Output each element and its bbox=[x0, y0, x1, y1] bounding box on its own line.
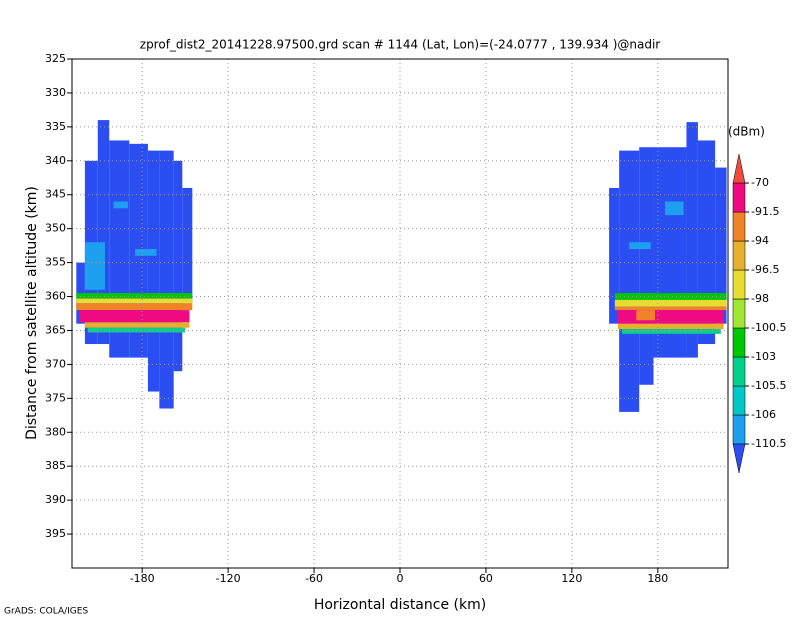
colorbar-label: -103 bbox=[751, 350, 776, 363]
chart-title: zprof_dist2_20141228.97500.grd scan # 11… bbox=[140, 38, 661, 52]
colorbar-high bbox=[732, 153, 746, 184]
cell bbox=[97, 120, 110, 345]
colorbar-low bbox=[732, 443, 746, 474]
cell bbox=[147, 150, 160, 392]
cell bbox=[76, 293, 193, 299]
colorbar-label: -106 bbox=[751, 408, 776, 421]
y-tick-label: 325 bbox=[45, 52, 66, 65]
colorbar-segment bbox=[732, 385, 746, 416]
colorbar-segment bbox=[732, 269, 746, 300]
colorbar-label: -96.5 bbox=[751, 263, 779, 276]
colorbar-label: (dBm) bbox=[728, 125, 765, 139]
y-tick-label: 335 bbox=[45, 120, 66, 133]
cell bbox=[617, 323, 724, 330]
y-tick-label: 390 bbox=[45, 493, 66, 506]
plot-area bbox=[76, 120, 727, 412]
y-tick-label: 355 bbox=[45, 256, 66, 269]
y-tick-label: 350 bbox=[45, 222, 66, 235]
y-tick-label: 375 bbox=[45, 391, 66, 404]
colorbar-label: -98 bbox=[751, 292, 769, 305]
x-tick-label: 180 bbox=[647, 572, 668, 585]
cell bbox=[686, 122, 698, 358]
cell bbox=[84, 322, 190, 328]
plot-frame bbox=[71, 58, 729, 569]
colorbar-segment bbox=[732, 414, 746, 445]
x-tick-label: -180 bbox=[130, 572, 155, 585]
cell bbox=[617, 310, 724, 324]
y-tick-label: 330 bbox=[45, 86, 66, 99]
cell bbox=[614, 299, 727, 307]
cell bbox=[715, 167, 727, 324]
cell bbox=[135, 249, 157, 256]
cell bbox=[159, 150, 174, 409]
colorbar-segment bbox=[732, 182, 746, 213]
x-tick-label: -120 bbox=[216, 572, 241, 585]
cell bbox=[614, 293, 727, 300]
y-axis-label: Distance from satellite altitude (km) bbox=[24, 186, 40, 440]
y-tick-label: 380 bbox=[45, 425, 66, 438]
axes: -180 -120 -60 0 60 120 180 325 330 335 340 345 350 35… bbox=[45, 52, 728, 585]
colorbar-segment bbox=[732, 327, 746, 358]
y-tick-label: 345 bbox=[45, 188, 66, 201]
cell bbox=[84, 242, 105, 290]
colorbar-segment bbox=[732, 298, 746, 329]
cell bbox=[639, 147, 654, 385]
cell bbox=[76, 303, 193, 311]
x-axis-label: Horizontal distance (km) bbox=[314, 597, 486, 613]
y-tick-label: 395 bbox=[45, 527, 66, 540]
colorbar-label: -94 bbox=[751, 234, 769, 247]
colorbar-segment bbox=[732, 240, 746, 271]
cell bbox=[664, 201, 684, 216]
x-tick-label: 60 bbox=[479, 572, 493, 585]
y-tick-label: 365 bbox=[45, 323, 66, 336]
cell bbox=[614, 306, 727, 311]
cell bbox=[76, 298, 193, 304]
y-tick-label: 370 bbox=[45, 357, 66, 370]
cell bbox=[622, 329, 721, 334]
x-tick-label: -60 bbox=[305, 572, 323, 585]
colorbar-label: -105.5 bbox=[751, 379, 786, 392]
colorbar-segment bbox=[732, 356, 746, 387]
cell bbox=[619, 150, 640, 412]
colorbar-label: -70 bbox=[751, 176, 769, 189]
x-tick-label: 120 bbox=[561, 572, 582, 585]
y-tick-label: 385 bbox=[45, 459, 66, 472]
colorbar-label: -110.5 bbox=[751, 437, 786, 450]
cell bbox=[113, 201, 128, 209]
colorbar-segment bbox=[732, 211, 746, 242]
x-tick-label: 0 bbox=[397, 572, 404, 585]
colorbar-label: -100.5 bbox=[751, 321, 786, 334]
y-tick-label: 340 bbox=[45, 154, 66, 167]
y-tick-label: 360 bbox=[45, 290, 66, 303]
cell bbox=[79, 310, 190, 323]
cell bbox=[636, 310, 655, 321]
colorbar-label: -91.5 bbox=[751, 205, 779, 218]
cell bbox=[173, 160, 183, 372]
cell bbox=[609, 187, 620, 324]
footer: GrADS: COLA/IGES bbox=[4, 607, 88, 617]
cell bbox=[629, 242, 651, 250]
cell bbox=[182, 187, 193, 304]
